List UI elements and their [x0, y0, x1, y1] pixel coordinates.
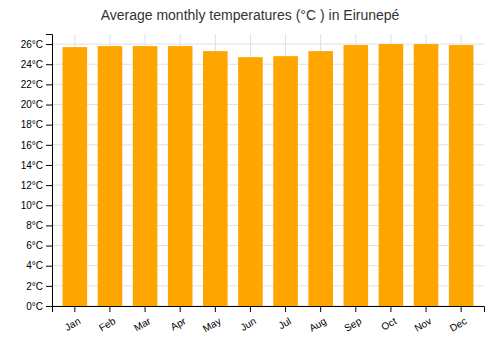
bar	[414, 44, 439, 306]
bar	[168, 46, 193, 306]
x-tick-label: Nov	[413, 315, 434, 333]
y-tick-mark	[46, 266, 52, 267]
bar	[238, 57, 263, 306]
bar	[308, 51, 333, 306]
x-tick: May	[201, 306, 223, 334]
y-tick: 8°C	[26, 220, 52, 231]
y-tick-mark	[46, 225, 52, 226]
y-tick-label: 10°C	[21, 200, 43, 211]
x-tick: Dec	[448, 306, 469, 334]
x-tick: Feb	[97, 306, 118, 333]
y-tick-label: 24°C	[21, 59, 43, 70]
x-tick: Jul	[276, 306, 293, 331]
x-tick-mark	[426, 306, 427, 312]
x-tick-mark	[461, 306, 462, 312]
plot-area: 0°C 2°C 4°C 6°C 8°C 10°C 12°C 14°C 16°C 18°C 20°C 2…	[21, 34, 485, 334]
x-tick-label: Dec	[448, 315, 469, 333]
bar	[344, 45, 369, 306]
x-tick-mark	[320, 306, 321, 312]
y-tick-mark	[46, 125, 52, 126]
y-tick-mark	[46, 205, 52, 206]
y-tick-mark	[46, 246, 52, 247]
y-tick: 14°C	[21, 160, 52, 171]
y-tick-mark	[46, 105, 52, 106]
y-tick-label: 20°C	[21, 99, 43, 110]
y-tick-label: 18°C	[21, 119, 43, 130]
x-tick-mark	[355, 306, 356, 312]
x-tick-label: Sep	[342, 315, 363, 334]
x-tick-label: Apr	[169, 315, 189, 333]
y-tick: 0°C	[26, 301, 52, 312]
bar	[273, 56, 298, 306]
bars	[63, 44, 474, 306]
x-tick-mark	[390, 306, 391, 312]
y-tick-mark	[46, 185, 52, 186]
x-tick-label: Oct	[379, 315, 398, 332]
x-tick-label: Feb	[97, 315, 118, 333]
y-tick: 26°C	[21, 39, 52, 50]
grid	[52, 34, 484, 306]
x-axis-line	[53, 307, 485, 313]
y-tick-mark	[46, 64, 52, 65]
x-tick-label: Mar	[132, 315, 153, 333]
x-tick: Jun	[238, 306, 257, 333]
y-tick-label: 4°C	[26, 260, 43, 271]
x-tick-mark	[215, 306, 216, 312]
x-tick: Oct	[379, 306, 398, 333]
x-tick-mark	[74, 306, 75, 312]
bar	[98, 46, 123, 306]
y-tick-label: 14°C	[21, 160, 43, 171]
bar	[379, 44, 404, 306]
x-tick-mark	[180, 306, 181, 312]
x-tick-mark	[250, 306, 251, 312]
y-tick: 20°C	[21, 99, 52, 110]
y-tick-mark	[46, 44, 52, 45]
y-tick-label: 6°C	[26, 240, 43, 251]
x-tick-label: Jul	[276, 315, 293, 331]
y-tick: 22°C	[21, 79, 52, 90]
x-tick: Jan	[63, 306, 82, 333]
x-tick: Sep	[342, 306, 363, 334]
y-tick-label: 16°C	[21, 140, 43, 151]
y-tick: 24°C	[21, 59, 52, 70]
y-tick-mark	[46, 165, 52, 166]
bar	[449, 45, 474, 306]
x-tick-mark	[145, 306, 146, 312]
y-tick: 2°C	[26, 281, 52, 292]
x-tick-mark	[285, 306, 286, 312]
y-tick-label: 22°C	[21, 79, 43, 90]
y-tick: 12°C	[21, 180, 52, 191]
x-tick: Nov	[413, 306, 434, 334]
title: Average monthly temperatures (°C ) in Ei…	[101, 7, 400, 23]
x-tick-label: Jun	[238, 315, 257, 333]
y-tick-mark	[46, 84, 52, 85]
y-tick-label: 12°C	[21, 180, 43, 191]
y-tick-mark	[46, 145, 52, 146]
bar	[133, 46, 158, 306]
bar	[63, 47, 88, 306]
x-tick-label: Aug	[307, 315, 328, 333]
y-axis-line	[46, 35, 53, 307]
x-tick: Aug	[307, 306, 328, 334]
x-tick-label: May	[201, 315, 223, 334]
y-axis: 0°C 2°C 4°C 6°C 8°C 10°C 12°C 14°C 16°C 18°C 20°C 2…	[21, 35, 53, 312]
y-tick-label: 8°C	[26, 220, 43, 231]
y-tick-label: 26°C	[21, 39, 43, 50]
y-tick-mark	[46, 286, 52, 287]
x-tick-label: Jan	[63, 315, 82, 333]
x-tick: Mar	[132, 306, 153, 333]
chart: 0°C 2°C 4°C 6°C 8°C 10°C 12°C 14°C 16°C 18°C 20°C 2…	[0, 0, 500, 350]
x-tick-mark	[109, 306, 110, 312]
x-axis: Jan Feb Mar Apr May Jun Jul Aug Sep Oct Nov Dec	[53, 306, 485, 334]
bar	[203, 51, 228, 306]
y-tick-mark	[46, 306, 52, 307]
y-tick: 16°C	[21, 140, 52, 151]
y-tick: 18°C	[21, 119, 52, 130]
y-tick-label: 2°C	[26, 281, 43, 292]
y-tick: 10°C	[21, 200, 52, 211]
y-tick-label: 0°C	[26, 301, 43, 312]
x-tick: Apr	[169, 306, 189, 333]
y-tick: 6°C	[26, 240, 52, 251]
y-tick: 4°C	[26, 260, 52, 271]
